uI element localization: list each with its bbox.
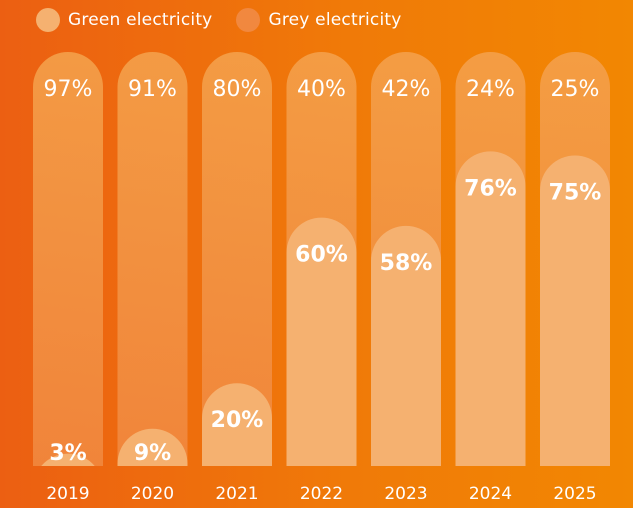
- label-green-2024: 76%: [464, 176, 517, 201]
- label-grey-2022: 40%: [297, 77, 346, 102]
- legend-item-green: Green electricity: [36, 8, 212, 32]
- x-tick-2020: 2020: [131, 484, 174, 504]
- label-grey-2019: 97%: [44, 77, 93, 102]
- legend-label-grey: Grey electricity: [268, 10, 402, 30]
- label-green-2021: 20%: [211, 408, 264, 433]
- bar-green-2023: [371, 225, 441, 466]
- bar-green-2022: [286, 217, 357, 466]
- bar-grey-2020: [117, 51, 188, 466]
- legend-swatch-green: [36, 8, 60, 32]
- x-tick-2024: 2024: [469, 484, 512, 504]
- label-grey-2020: 91%: [128, 77, 177, 102]
- x-tick-2023: 2023: [384, 484, 427, 504]
- bar-green-2020: [117, 428, 188, 466]
- bar-green-2021: [202, 383, 272, 466]
- x-tick-2025: 2025: [553, 484, 596, 504]
- label-green-2020: 9%: [134, 441, 171, 466]
- label-green-2025: 75%: [549, 181, 602, 206]
- label-grey-2024: 24%: [466, 77, 515, 102]
- x-tick-2021: 2021: [215, 484, 258, 504]
- bar-grey-2021: [202, 52, 272, 466]
- bar-green-2024: [455, 151, 526, 467]
- label-green-2019: 3%: [49, 441, 86, 466]
- bar-green-2019: [41, 453, 95, 466]
- label-grey-2025: 25%: [551, 77, 600, 102]
- legend: Green electricity Grey electricity: [36, 6, 402, 34]
- x-tick-2019: 2019: [46, 484, 89, 504]
- x-tick-2022: 2022: [300, 484, 343, 504]
- bar-grey-2019: [33, 52, 103, 466]
- legend-label-green: Green electricity: [68, 10, 213, 30]
- bar-green-2025: [540, 155, 610, 466]
- legend-swatch-grey: [236, 8, 261, 32]
- label-green-2022: 60%: [295, 243, 348, 268]
- label-grey-2023: 42%: [382, 77, 431, 102]
- label-green-2023: 58%: [380, 251, 433, 276]
- legend-item-grey: Grey electricity: [236, 8, 401, 32]
- label-grey-2021: 80%: [213, 77, 262, 102]
